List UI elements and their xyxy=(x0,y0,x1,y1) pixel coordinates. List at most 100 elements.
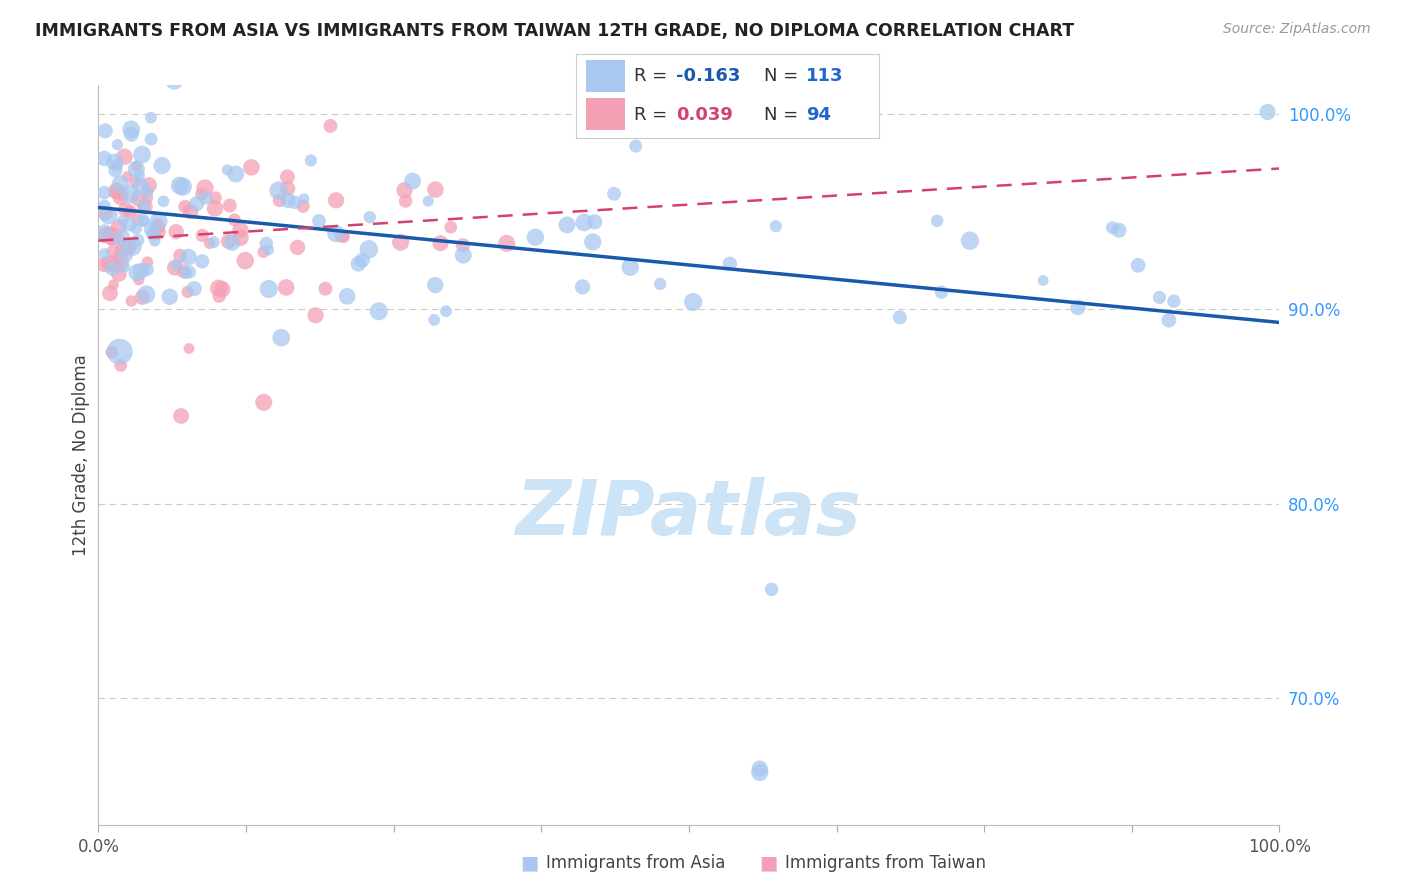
Point xyxy=(93,186,115,200)
Point xyxy=(94,206,117,220)
Point xyxy=(357,242,380,256)
Point xyxy=(284,195,307,210)
Point xyxy=(100,227,122,242)
Point xyxy=(97,208,120,222)
Point xyxy=(931,285,953,300)
Point xyxy=(889,310,911,325)
Point xyxy=(146,219,169,233)
Point xyxy=(148,214,170,228)
Point xyxy=(572,215,595,229)
Point xyxy=(128,169,150,183)
Point xyxy=(128,273,150,287)
Point xyxy=(169,178,191,193)
Y-axis label: 12th Grade, No Diploma: 12th Grade, No Diploma xyxy=(72,354,90,556)
Point xyxy=(134,214,156,228)
Point xyxy=(453,248,475,262)
Text: IMMIGRANTS FROM ASIA VS IMMIGRANTS FROM TAIWAN 12TH GRADE, NO DIPLOMA CORRELATIO: IMMIGRANTS FROM ASIA VS IMMIGRANTS FROM … xyxy=(35,22,1074,40)
Point xyxy=(254,236,277,251)
Point xyxy=(93,227,115,242)
Point xyxy=(495,236,517,251)
Point xyxy=(159,290,181,304)
Point xyxy=(229,223,252,237)
Point xyxy=(93,247,115,261)
Point xyxy=(125,221,148,235)
Point xyxy=(208,289,231,303)
Point xyxy=(555,218,578,232)
Point xyxy=(107,137,129,152)
Point xyxy=(395,194,418,208)
Point xyxy=(110,359,132,373)
Point xyxy=(429,236,451,251)
Point xyxy=(172,179,194,194)
Point xyxy=(129,179,152,194)
Text: -0.163: -0.163 xyxy=(676,68,741,86)
Point xyxy=(110,178,132,192)
Point xyxy=(114,248,136,262)
Text: 94: 94 xyxy=(806,105,831,123)
Point xyxy=(1067,301,1090,315)
Point xyxy=(110,230,132,244)
Text: Immigrants from Taiwan: Immigrants from Taiwan xyxy=(785,855,986,872)
Point xyxy=(304,308,326,322)
Point xyxy=(394,183,416,197)
Point xyxy=(190,187,212,202)
Point xyxy=(136,255,159,269)
Point xyxy=(105,184,128,198)
Point xyxy=(132,213,155,227)
Point xyxy=(325,194,347,208)
Text: ■: ■ xyxy=(520,854,538,872)
Point xyxy=(120,187,142,202)
Point xyxy=(103,277,125,292)
Point xyxy=(292,199,315,213)
Point xyxy=(120,293,142,308)
Point xyxy=(650,277,672,291)
Point xyxy=(131,147,153,161)
Point xyxy=(120,122,142,136)
Point xyxy=(132,198,155,212)
Point xyxy=(748,762,770,776)
Point xyxy=(127,212,149,227)
Point xyxy=(110,255,132,269)
Point xyxy=(524,230,547,244)
Point xyxy=(152,194,174,209)
Point xyxy=(127,191,149,205)
Point xyxy=(211,282,233,296)
Point xyxy=(314,282,336,296)
Point xyxy=(207,281,229,295)
Point xyxy=(682,295,704,310)
Point xyxy=(163,260,186,275)
Point xyxy=(143,234,166,248)
Point xyxy=(191,254,214,268)
Point xyxy=(101,345,124,359)
Point xyxy=(367,304,389,318)
Point xyxy=(308,214,330,228)
Point xyxy=(134,200,156,214)
Point xyxy=(325,227,347,241)
Point xyxy=(111,214,134,228)
Point xyxy=(217,163,239,178)
Point xyxy=(253,395,276,409)
Point xyxy=(765,219,787,234)
Point xyxy=(124,175,146,189)
Point xyxy=(114,260,136,274)
Point xyxy=(761,582,783,597)
Point xyxy=(121,240,143,254)
Point xyxy=(169,249,191,263)
Point xyxy=(347,257,370,271)
Point xyxy=(225,167,247,181)
Point xyxy=(194,181,217,195)
Point xyxy=(108,267,131,281)
Point xyxy=(166,258,188,272)
Point xyxy=(104,155,127,169)
Point xyxy=(218,198,240,212)
Point xyxy=(127,233,149,247)
Point xyxy=(299,153,322,168)
Point xyxy=(173,264,195,278)
Point xyxy=(129,264,152,278)
Point xyxy=(108,232,131,246)
Point xyxy=(359,210,381,224)
Point xyxy=(118,217,141,231)
Point xyxy=(103,244,125,259)
Point xyxy=(583,215,606,229)
Point xyxy=(269,194,291,208)
